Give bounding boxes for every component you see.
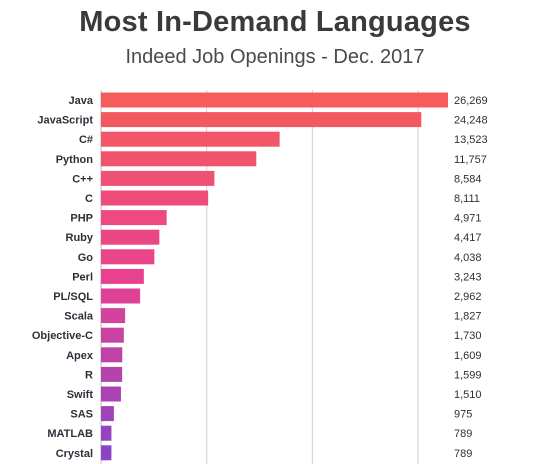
category-label-java: Java bbox=[69, 95, 94, 107]
bar-python bbox=[101, 151, 257, 167]
category-label-crystal: Crystal bbox=[56, 448, 93, 460]
category-label-python: Python bbox=[56, 154, 94, 166]
category-label-r: R bbox=[85, 369, 93, 381]
value-label-perl: 3,243 bbox=[454, 271, 482, 283]
value-label-objective-c: 1,730 bbox=[454, 330, 482, 342]
value-label-sas: 975 bbox=[454, 409, 472, 421]
category-label-go: Go bbox=[78, 252, 94, 264]
category-label-javascript: JavaScript bbox=[37, 115, 93, 127]
bar-javascript bbox=[101, 112, 422, 128]
value-label-ruby: 4,417 bbox=[454, 232, 482, 244]
value-label-c: 13,523 bbox=[454, 134, 488, 146]
value-label-php: 4,971 bbox=[454, 213, 482, 225]
category-label-c: C# bbox=[79, 134, 93, 146]
chart-subtitle: Indeed Job Openings - Dec. 2017 bbox=[125, 46, 425, 68]
category-label-perl: Perl bbox=[72, 271, 93, 283]
bar-matlab bbox=[101, 425, 112, 441]
category-label-sas: SAS bbox=[70, 409, 93, 421]
bar-pl-sql bbox=[101, 288, 141, 304]
category-label-swift: Swift bbox=[67, 389, 94, 401]
value-label-c: 8,111 bbox=[454, 193, 480, 205]
category-label-scala: Scala bbox=[64, 311, 94, 323]
value-label-r: 1,599 bbox=[454, 369, 482, 381]
bar-objective-c bbox=[101, 327, 124, 343]
category-label-objective-c: Objective-C bbox=[32, 330, 93, 342]
value-label-c: 8,584 bbox=[454, 173, 482, 185]
category-label-pl-sql: PL/SQL bbox=[53, 291, 93, 303]
value-label-java: 26,269 bbox=[454, 95, 488, 107]
category-label-c: C++ bbox=[72, 173, 93, 185]
value-label-matlab: 789 bbox=[454, 428, 472, 440]
bar-r bbox=[101, 366, 123, 382]
value-label-scala: 1,827 bbox=[454, 311, 482, 323]
bar-apex bbox=[101, 347, 123, 363]
bar-scala bbox=[101, 308, 126, 324]
bar-sas bbox=[101, 406, 114, 422]
bar-c bbox=[101, 190, 209, 206]
category-label-php: PHP bbox=[70, 213, 93, 225]
value-label-apex: 1,609 bbox=[454, 350, 482, 362]
bar-ruby bbox=[101, 229, 160, 245]
chart-title: Most In-Demand Languages bbox=[79, 6, 471, 38]
bar-swift bbox=[101, 386, 121, 402]
bar-go bbox=[101, 249, 155, 265]
value-label-pl-sql: 2,962 bbox=[454, 291, 482, 303]
category-label-c: C bbox=[85, 193, 93, 205]
bar-c bbox=[101, 170, 215, 186]
value-label-swift: 1,510 bbox=[454, 389, 482, 401]
bar-c bbox=[101, 131, 280, 147]
value-label-crystal: 789 bbox=[454, 448, 472, 460]
value-label-go: 4,038 bbox=[454, 252, 482, 264]
category-label-apex: Apex bbox=[66, 350, 94, 362]
category-label-matlab: MATLAB bbox=[47, 428, 93, 440]
category-label-ruby: Ruby bbox=[66, 232, 94, 244]
value-label-python: 11,757 bbox=[454, 154, 487, 166]
bar-crystal bbox=[101, 445, 112, 461]
bar-php bbox=[101, 210, 167, 226]
bar-java bbox=[101, 92, 448, 108]
bar-perl bbox=[101, 268, 144, 284]
value-label-javascript: 24,248 bbox=[454, 115, 488, 127]
